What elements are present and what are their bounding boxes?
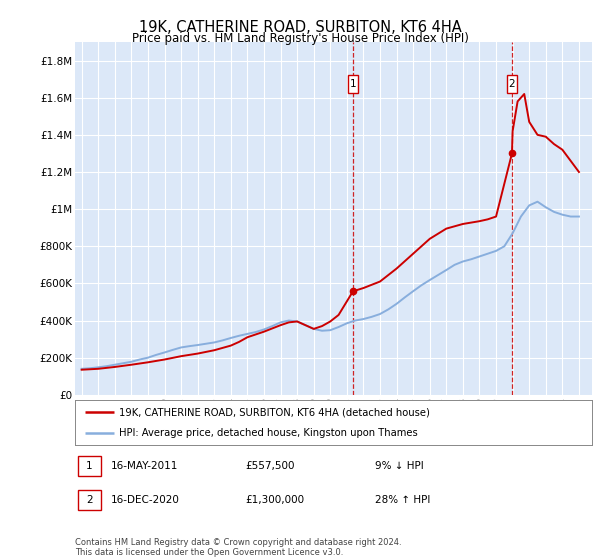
Text: £557,500: £557,500	[245, 461, 295, 472]
Text: HPI: Average price, detached house, Kingston upon Thames: HPI: Average price, detached house, King…	[119, 428, 418, 438]
Text: 28% ↑ HPI: 28% ↑ HPI	[375, 495, 430, 505]
Text: 16-MAY-2011: 16-MAY-2011	[111, 461, 179, 472]
Bar	[349, 76, 358, 93]
Text: Price paid vs. HM Land Registry's House Price Index (HPI): Price paid vs. HM Land Registry's House …	[131, 32, 469, 45]
Bar	[508, 76, 517, 93]
Text: 9% ↓ HPI: 9% ↓ HPI	[375, 461, 424, 472]
Text: 19K, CATHERINE ROAD, SURBITON, KT6 4HA (detached house): 19K, CATHERINE ROAD, SURBITON, KT6 4HA (…	[119, 408, 430, 418]
Text: 16-DEC-2020: 16-DEC-2020	[111, 495, 180, 505]
Text: 19K, CATHERINE ROAD, SURBITON, KT6 4HA: 19K, CATHERINE ROAD, SURBITON, KT6 4HA	[139, 20, 461, 35]
Bar	[77, 490, 101, 510]
Text: 2: 2	[86, 495, 92, 505]
Text: 1: 1	[86, 461, 92, 472]
Text: £1,300,000: £1,300,000	[245, 495, 305, 505]
Bar	[77, 456, 101, 477]
Text: Contains HM Land Registry data © Crown copyright and database right 2024.
This d: Contains HM Land Registry data © Crown c…	[75, 538, 401, 557]
Text: 1: 1	[350, 80, 356, 89]
Text: 2: 2	[509, 80, 515, 89]
